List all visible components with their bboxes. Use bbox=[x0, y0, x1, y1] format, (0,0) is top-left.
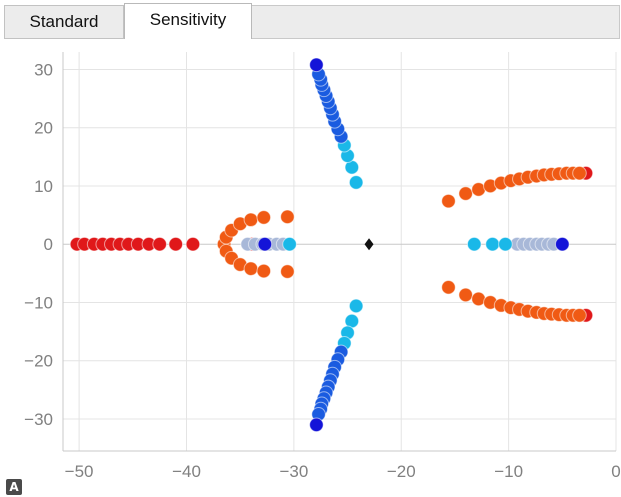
x-tick-label: −50 bbox=[65, 462, 94, 481]
data-point bbox=[498, 236, 513, 252]
data-point bbox=[572, 165, 587, 181]
y-tick-label: 30 bbox=[34, 60, 53, 79]
data-point bbox=[309, 417, 324, 433]
data-point bbox=[152, 236, 167, 252]
data-point bbox=[466, 236, 482, 252]
data-point bbox=[282, 236, 297, 252]
x-tick-label: −40 bbox=[172, 462, 201, 481]
x-tick-label: −30 bbox=[279, 462, 308, 481]
y-tick-label: 0 bbox=[44, 235, 53, 254]
data-point bbox=[243, 212, 259, 228]
data-point bbox=[555, 236, 570, 252]
corner-badge: A bbox=[6, 479, 22, 495]
data-point bbox=[348, 298, 364, 314]
y-tick-label: −30 bbox=[24, 410, 53, 429]
reference-markers bbox=[364, 238, 374, 251]
data-point bbox=[458, 186, 473, 201]
grid-lines bbox=[62, 52, 617, 452]
diamond-marker bbox=[364, 238, 374, 251]
tab-sensitivity[interactable]: Sensitivity bbox=[124, 3, 252, 39]
data-point bbox=[256, 263, 272, 279]
data-point bbox=[441, 193, 456, 209]
data-point bbox=[256, 210, 272, 225]
data-point bbox=[309, 57, 324, 73]
y-tick-label: −20 bbox=[24, 352, 53, 371]
data-point bbox=[485, 236, 500, 252]
x-tick-label: 0 bbox=[611, 462, 620, 481]
data-point bbox=[243, 261, 259, 276]
tab-bar: Standard Sensitivity bbox=[0, 0, 621, 40]
data-points bbox=[69, 57, 594, 433]
data-point bbox=[441, 280, 456, 295]
data-point bbox=[185, 236, 201, 252]
tick-labels: −50 −40 −30 −20 −10 0 30 20 10 0 −10 −20 −30 bbox=[24, 60, 621, 481]
data-point bbox=[280, 209, 295, 225]
data-point bbox=[168, 236, 184, 252]
root-locus-chart: −50 −40 −30 −20 −10 0 30 20 10 0 −10 −20 −30 bbox=[24, 52, 621, 481]
data-point bbox=[348, 175, 364, 190]
x-tick-label: −20 bbox=[387, 462, 416, 481]
y-tick-label: 20 bbox=[34, 119, 53, 138]
x-tick-label: −10 bbox=[494, 462, 523, 481]
data-point bbox=[280, 264, 295, 279]
y-tick-label: 10 bbox=[34, 177, 53, 196]
data-point bbox=[458, 287, 473, 303]
tab-standard[interactable]: Standard bbox=[4, 5, 124, 39]
y-tick-label: −10 bbox=[24, 293, 53, 312]
data-point bbox=[257, 236, 273, 252]
data-point bbox=[572, 307, 587, 323]
